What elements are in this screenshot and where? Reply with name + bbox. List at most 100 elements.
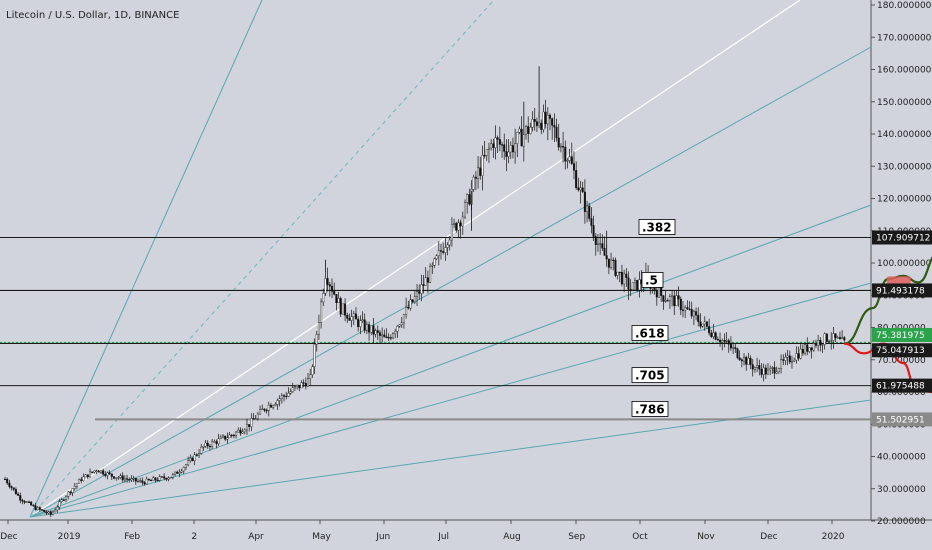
- candle-body: [38, 507, 41, 510]
- candle-body: [511, 145, 514, 153]
- candle-body: [130, 478, 133, 481]
- candle-body: [762, 367, 765, 375]
- candle-body: [191, 457, 194, 461]
- candle-body: [522, 134, 525, 147]
- candle-body: [505, 151, 508, 157]
- candle-body: [790, 361, 793, 363]
- candle-body: [84, 474, 87, 478]
- candle-body: [555, 126, 558, 139]
- candle-body: [411, 299, 414, 303]
- candle-body: [182, 467, 185, 472]
- level-price-tag-bg: [872, 230, 932, 245]
- candle-body: [224, 435, 227, 440]
- level-price-tag-bg: [872, 283, 932, 298]
- candle-body: [385, 336, 388, 338]
- candle-body: [559, 145, 562, 148]
- level-price-tag-bg: [872, 343, 932, 358]
- candle-body: [416, 291, 419, 297]
- x-tick-label: Oct: [632, 532, 648, 542]
- candle-body: [817, 340, 820, 346]
- candle-body: [163, 476, 166, 479]
- candle-body: [365, 324, 368, 331]
- candle-body: [174, 471, 177, 475]
- candle-body: [274, 404, 277, 406]
- candle-body: [614, 259, 617, 276]
- candle-body: [117, 477, 120, 479]
- fan-line: [29, 46, 872, 518]
- candle-body: [603, 248, 606, 256]
- candle-body: [187, 460, 190, 466]
- candle-body: [618, 271, 621, 274]
- y-tick-label: 150.000000: [877, 98, 932, 108]
- candle-body: [232, 434, 235, 437]
- candle-body: [56, 506, 59, 511]
- candle-body: [6, 478, 9, 484]
- candle-body: [110, 473, 113, 477]
- candle-body: [450, 224, 453, 241]
- candle-body: [664, 300, 667, 302]
- candle-body: [485, 149, 488, 156]
- candle-body: [834, 333, 837, 338]
- candle-body: [777, 368, 780, 372]
- candle-body: [590, 218, 593, 226]
- candle-body: [95, 470, 98, 472]
- candle-body: [263, 408, 266, 411]
- candle-body: [348, 318, 351, 321]
- candle-body: [112, 476, 115, 479]
- candle-body: [41, 509, 44, 511]
- x-tick-label: 2019: [58, 532, 81, 542]
- candle-body: [719, 339, 722, 343]
- candle-body: [520, 128, 523, 147]
- candle-body: [346, 315, 349, 319]
- candle-body: [666, 300, 669, 302]
- candle-body: [383, 334, 386, 338]
- candle-body: [472, 176, 475, 190]
- candle-body: [627, 277, 630, 290]
- candle-body: [736, 348, 739, 358]
- candle-body: [699, 321, 702, 327]
- candle-body: [751, 364, 754, 370]
- candle-body: [296, 384, 299, 387]
- candle-body: [402, 314, 405, 323]
- candle-body: [243, 429, 246, 433]
- candle-body: [843, 337, 846, 341]
- candle-body: [583, 191, 586, 212]
- candle-body: [540, 122, 543, 130]
- candle-body: [623, 273, 626, 285]
- candle-body: [544, 111, 547, 125]
- candle-body: [313, 344, 316, 367]
- candle-body: [368, 324, 371, 333]
- candle-body: [51, 511, 54, 515]
- candle-body: [65, 496, 68, 501]
- candle-body: [370, 325, 373, 333]
- candle-body: [804, 344, 807, 354]
- candle-body: [433, 258, 436, 266]
- fib-label-box: [638, 219, 676, 235]
- fib-label-box: [631, 367, 669, 384]
- candle-body: [71, 488, 74, 493]
- candle-body: [688, 308, 691, 310]
- candle-body: [276, 400, 279, 405]
- candle-body: [180, 470, 183, 473]
- candle-body: [93, 470, 96, 473]
- candle-body: [459, 222, 462, 227]
- candle-body: [204, 442, 207, 447]
- y-tick-label: 70.000000: [877, 356, 926, 366]
- candle-body: [492, 143, 495, 148]
- candle-body: [658, 287, 661, 298]
- candle-body: [62, 499, 65, 501]
- candle-body: [154, 477, 157, 481]
- time-axis[interactable]: Dec 2019 Feb 2 Apr May Jun Jul Aug Sep Oct Nov Dec 20…: [0, 520, 845, 542]
- candle-body: [267, 404, 270, 411]
- candle-body: [418, 291, 421, 294]
- candle-body: [549, 114, 552, 119]
- candle-body: [601, 243, 604, 249]
- candle-body: [496, 137, 499, 140]
- candle-body: [514, 143, 517, 153]
- x-tick-label: 2020: [822, 532, 845, 542]
- candle-body: [828, 340, 831, 343]
- candle-body: [167, 477, 170, 480]
- candle-body: [115, 477, 118, 479]
